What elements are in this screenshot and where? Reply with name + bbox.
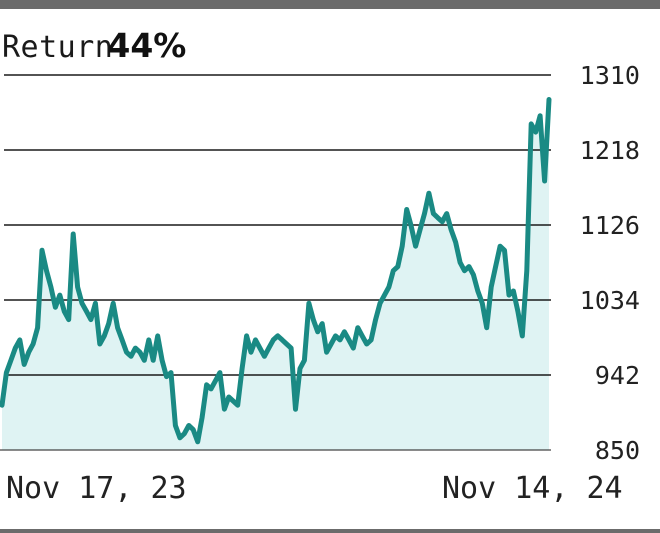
y-tick-label: 1034	[580, 286, 640, 315]
gridlines	[4, 74, 551, 376]
y-axis-tick-labels: 1310 1218 1126 1034 942 850	[580, 61, 640, 465]
price-line	[0, 97, 552, 445]
x-start-label: Nov 17, 23	[6, 471, 187, 506]
top-border	[0, 0, 660, 9]
chart-title: Return44%	[2, 26, 186, 65]
y-tick-label: 1218	[580, 136, 640, 165]
title-value: 44%	[107, 26, 187, 65]
x-end-label: Nov 14, 24	[442, 471, 623, 506]
y-tick-label: 942	[595, 361, 640, 390]
title-label: Return	[2, 30, 114, 65]
y-tick-label: 850	[595, 436, 640, 465]
y-tick-label: 1310	[580, 61, 640, 90]
y-tick-label: 1126	[580, 211, 640, 240]
bottom-border	[0, 529, 660, 533]
price-area	[2, 99, 549, 450]
